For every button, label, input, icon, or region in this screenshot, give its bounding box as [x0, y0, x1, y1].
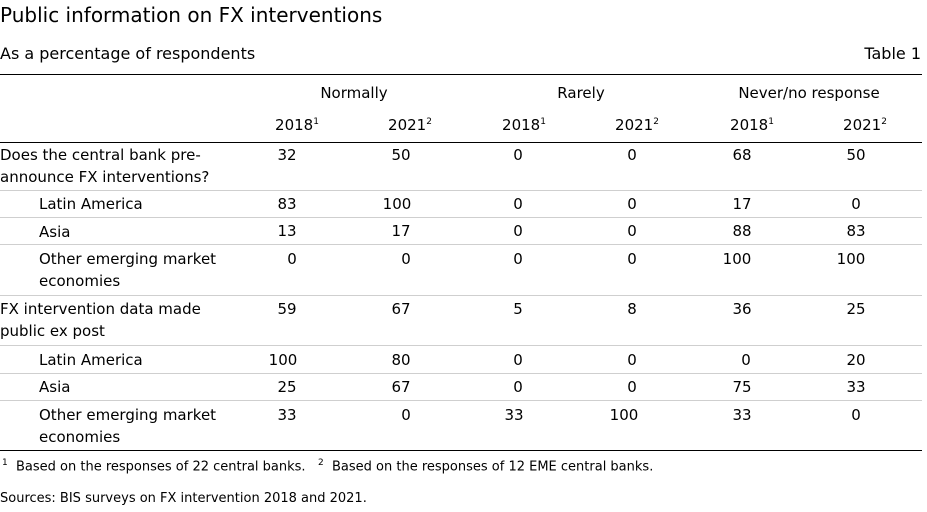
table-cell: 67 — [391, 300, 411, 318]
column-year-header: 20212 — [843, 116, 887, 134]
table-cell: 0 — [627, 378, 637, 396]
row-divider — [0, 400, 922, 401]
row-divider — [0, 295, 922, 296]
row-label: Does the central bank pre-announce FX in… — [0, 146, 210, 186]
column-year-header: 20181 — [502, 116, 546, 134]
footnote-1: 1 Based on the responses of 22 central b… — [2, 458, 306, 475]
table-cell: 25 — [846, 300, 866, 318]
row-divider — [0, 217, 922, 218]
table-cell: 17 — [732, 195, 752, 213]
table-cell: 50 — [846, 146, 866, 164]
column-year-header: 20212 — [388, 116, 432, 134]
row-divider — [0, 345, 922, 346]
table-cell: 0 — [401, 406, 411, 424]
table-cell: 0 — [513, 222, 523, 240]
table-cell: 0 — [627, 222, 637, 240]
top-rule — [0, 74, 922, 75]
table-cell: 0 — [513, 250, 523, 268]
table-cell: 0 — [851, 406, 861, 424]
table-cell: 0 — [741, 351, 751, 369]
table-cell: 50 — [391, 146, 411, 164]
row-label: Latin America — [39, 351, 143, 369]
table-cell: 20 — [846, 351, 866, 369]
table-cell: 33 — [504, 406, 524, 424]
table-cell: 100 — [268, 351, 298, 369]
table-cell: 0 — [287, 250, 297, 268]
table-cell: 0 — [627, 351, 637, 369]
table-cell: 0 — [627, 195, 637, 213]
table-cell: 100 — [609, 406, 639, 424]
row-label: Other emerging market economies — [39, 406, 217, 446]
table-cell: 25 — [277, 378, 297, 396]
table-cell: 67 — [391, 378, 411, 396]
table-cell: 68 — [732, 146, 752, 164]
table-cell: 0 — [513, 378, 523, 396]
table-cell: 83 — [277, 195, 297, 213]
table-cell: 0 — [401, 250, 411, 268]
table-cell: 33 — [732, 406, 752, 424]
table-cell: 100 — [722, 250, 752, 268]
column-year-header: 20181 — [730, 116, 774, 134]
page-subtitle: As a percentage of respondents — [0, 44, 256, 63]
table-cell: 33 — [277, 406, 297, 424]
row-label: Other emerging market economies — [39, 250, 217, 290]
table-cell: 75 — [732, 378, 752, 396]
header-rule — [0, 142, 922, 143]
footnote-2: 2 Based on the responses of 12 EME centr… — [318, 458, 654, 475]
table-cell: 0 — [627, 146, 637, 164]
column-year-header: 20212 — [615, 116, 659, 134]
sources-note: Sources: BIS surveys on FX intervention … — [0, 491, 367, 506]
page-title: Public information on FX interventions — [0, 3, 383, 27]
row-divider — [0, 190, 922, 191]
column-group-normally: Normally — [320, 84, 388, 102]
table-cell: 0 — [513, 146, 523, 164]
table-cell: 0 — [851, 195, 861, 213]
table-cell: 83 — [846, 222, 866, 240]
table-cell: 59 — [277, 300, 297, 318]
row-label: Asia — [39, 378, 71, 396]
row-label: Latin America — [39, 195, 143, 213]
row-label: FX intervention data made public ex post — [0, 300, 201, 340]
table-cell: 36 — [732, 300, 752, 318]
table-cell: 8 — [627, 300, 637, 318]
row-label: Asia — [39, 223, 71, 241]
bottom-rule — [0, 450, 922, 451]
row-divider — [0, 373, 922, 374]
table-cell: 100 — [836, 250, 866, 268]
column-year-header: 20181 — [275, 116, 319, 134]
table-cell: 100 — [382, 195, 412, 213]
table-cell: 33 — [846, 378, 866, 396]
column-group-never: Never/no response — [738, 84, 880, 102]
table-cell: 0 — [513, 351, 523, 369]
table-cell: 0 — [513, 195, 523, 213]
table-cell: 80 — [391, 351, 411, 369]
table-cell: 5 — [513, 300, 523, 318]
table-cell: 32 — [277, 146, 297, 164]
table-cell: 0 — [627, 250, 637, 268]
table-cell: 17 — [391, 222, 411, 240]
table-cell: 88 — [732, 222, 752, 240]
table-label: Table 1 — [864, 44, 921, 63]
row-divider — [0, 244, 922, 245]
column-group-rarely: Rarely — [557, 84, 605, 102]
table-cell: 13 — [277, 222, 297, 240]
